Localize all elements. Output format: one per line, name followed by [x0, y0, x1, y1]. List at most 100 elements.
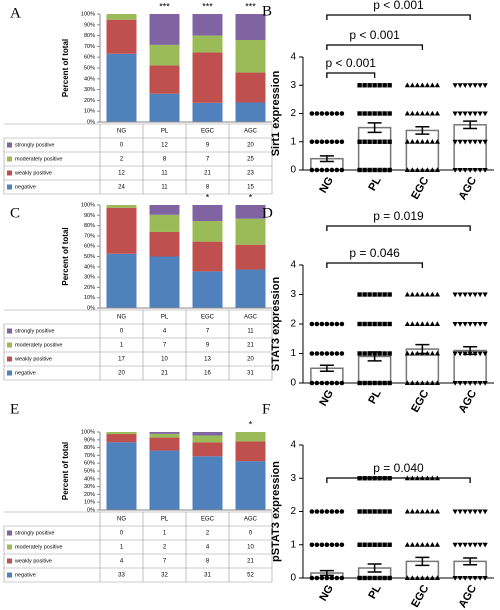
table-value: 4: [206, 545, 210, 551]
data-point: [382, 542, 387, 547]
data-point: [377, 351, 382, 356]
data-point: [452, 83, 458, 89]
bar-segment: [149, 93, 180, 122]
data-point: [339, 321, 345, 327]
data-point: [472, 576, 478, 581]
table-value: 21: [161, 371, 168, 377]
y-tick-label: 2: [290, 319, 296, 330]
x-tick-label: AGC: [244, 129, 258, 135]
data-point: [457, 292, 463, 298]
y-tick-label: 60%: [84, 461, 95, 467]
data-point: [387, 321, 392, 327]
x-tick-label: NG: [117, 129, 126, 135]
data-point: [319, 139, 325, 145]
data-point: [314, 380, 320, 386]
x-tick-label: NG: [317, 583, 336, 603]
data-point: [357, 575, 362, 581]
y-tick-label: 90%: [84, 213, 95, 219]
legend-label: weakly positive: [14, 356, 52, 362]
data-point: [377, 139, 382, 144]
x-tick-label: PL: [366, 388, 384, 406]
legend-label: moderately positive: [15, 544, 62, 550]
data-point: [329, 167, 335, 173]
significance-bracket: [326, 44, 424, 50]
table-value: 0: [120, 143, 124, 149]
y-tick-label: 70%: [84, 453, 95, 459]
bar-segment: [106, 53, 137, 122]
table-value: 1: [120, 545, 124, 551]
data-point: [452, 509, 458, 515]
bar-segment: [149, 437, 180, 451]
legend-label: strongly positive: [15, 142, 54, 148]
data-point: [482, 351, 488, 357]
table-value: 0: [249, 531, 253, 537]
data-point: [314, 575, 320, 581]
table-value: 25: [247, 157, 254, 163]
data-point: [414, 541, 420, 547]
data-point: [357, 351, 362, 356]
data-point: [367, 167, 372, 173]
y-axis-label: Percent of total: [61, 442, 70, 500]
data-point: [414, 291, 420, 297]
x-tick-label: NG: [317, 175, 336, 195]
bar-segment: [106, 442, 137, 510]
data-point: [339, 380, 345, 386]
data-point: [329, 139, 335, 145]
significance-bracket: [326, 225, 471, 231]
x-tick-label: EGC: [409, 175, 431, 202]
data-point: [477, 168, 483, 173]
data-point: [367, 292, 372, 297]
data-point: [362, 351, 367, 356]
data-point: [477, 292, 483, 298]
data-point: [414, 82, 420, 88]
data-point: [409, 110, 415, 116]
bar-segment: [149, 433, 180, 438]
table-value: 7: [163, 343, 167, 349]
y-axis-label: Percent of total: [61, 39, 70, 97]
y-tick-label: 4: [290, 440, 296, 451]
data-point: [309, 380, 315, 386]
data-point: [372, 111, 377, 116]
data-point: [362, 321, 367, 327]
legend-swatch: [7, 170, 12, 176]
data-point: [357, 292, 362, 297]
data-point: [324, 380, 330, 386]
data-point: [419, 167, 425, 172]
bar-segment: [192, 35, 223, 53]
data-point: [357, 321, 362, 327]
data-point: [309, 111, 315, 116]
data-point: [409, 167, 415, 172]
data-point: [477, 509, 483, 515]
data-point: [457, 168, 463, 173]
bar-segment: [149, 205, 180, 215]
y-tick-label: 80%: [84, 445, 95, 451]
data-point: [339, 575, 345, 581]
significance-mark: *: [249, 192, 253, 202]
table-value: 8: [163, 157, 167, 163]
data-point: [377, 292, 382, 297]
data-point: [404, 138, 410, 144]
y-tick-label: 30%: [84, 484, 95, 490]
data-point: [367, 321, 372, 327]
legend-label: weakly positive: [14, 170, 52, 176]
data-point: [334, 509, 340, 514]
data-point: [429, 541, 435, 547]
data-point: [419, 541, 425, 547]
bar-segment: [106, 19, 137, 54]
table-value: 4: [163, 329, 167, 335]
data-point: [372, 380, 377, 386]
data-point: [414, 321, 420, 326]
legend-label: strongly positive: [15, 328, 54, 334]
table-value: 15: [247, 185, 254, 191]
bar-segment: [149, 14, 180, 45]
y-tick-label: 60%: [84, 55, 95, 61]
data-point: [382, 575, 387, 581]
data-point: [424, 82, 430, 88]
data-point: [319, 321, 325, 327]
legend-label: weakly positive: [14, 558, 52, 564]
data-point: [382, 83, 387, 88]
y-tick-label: 90%: [84, 22, 95, 28]
bar-segment: [192, 442, 223, 457]
data-point: [324, 351, 330, 356]
